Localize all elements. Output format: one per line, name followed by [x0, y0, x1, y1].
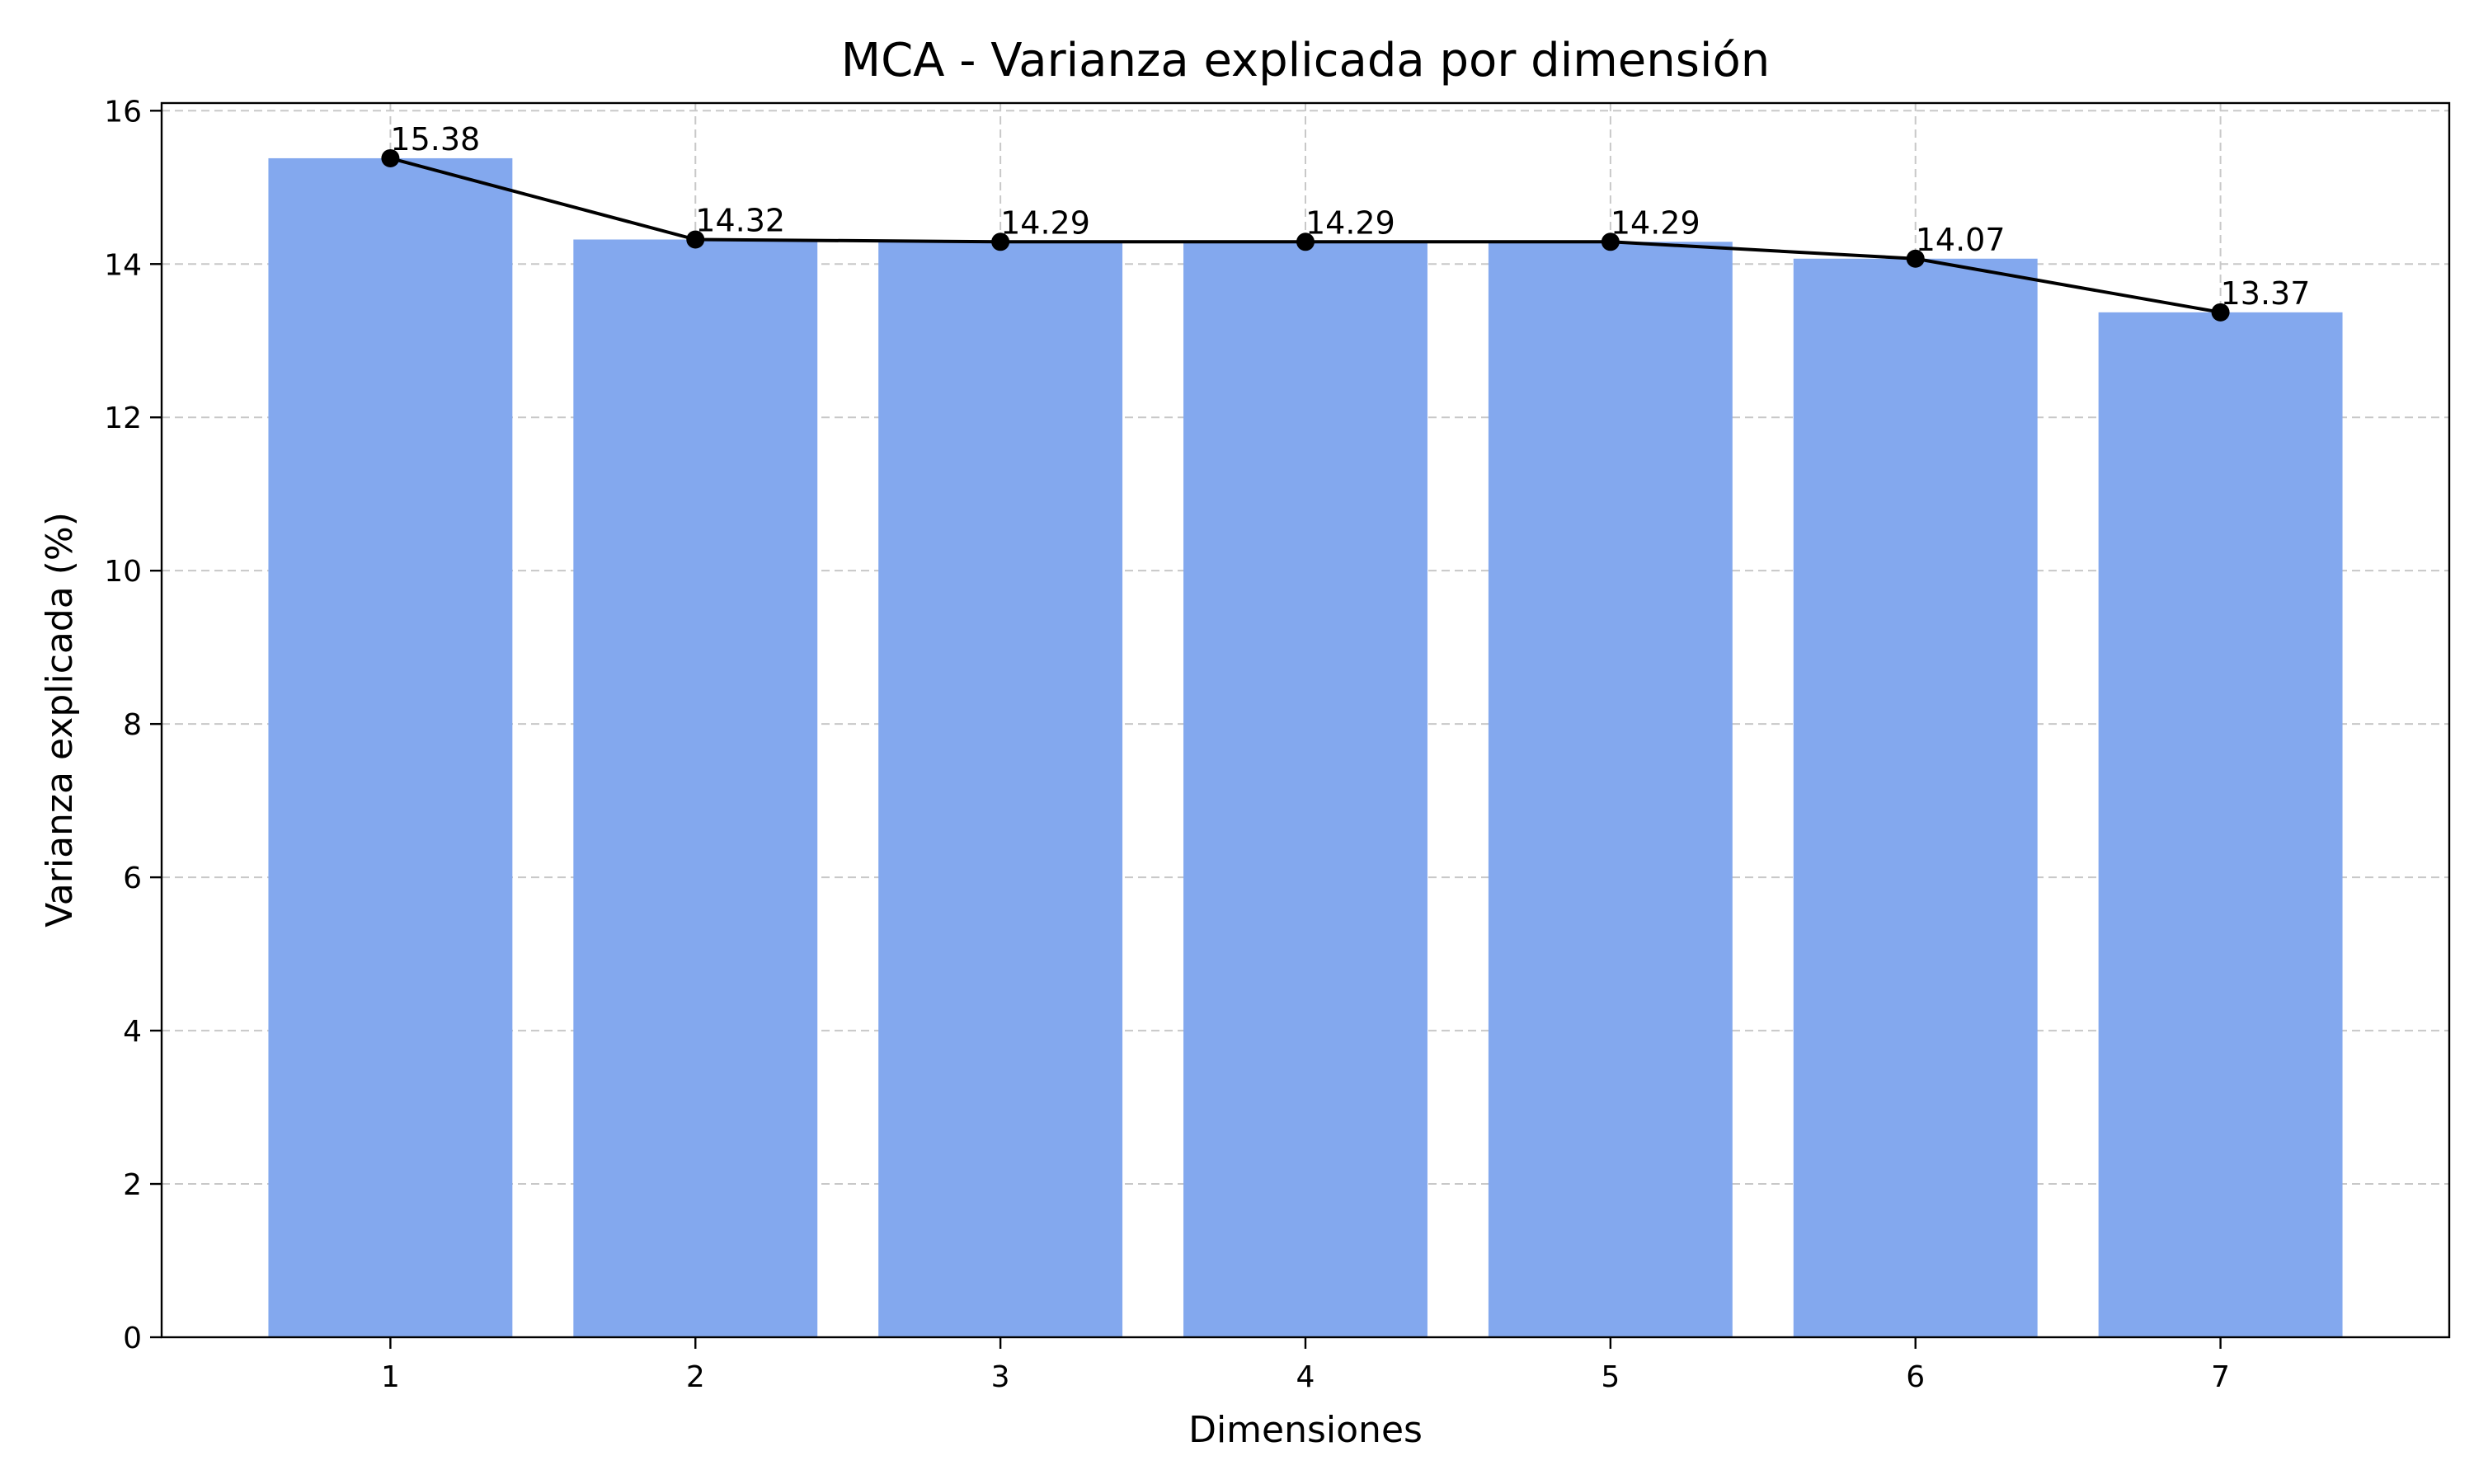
bars [268, 157, 2343, 1338]
y-tick-label: 4 [123, 1015, 142, 1049]
chart-title: MCA - Varianza explicada por dimensión [841, 34, 1770, 87]
y-tick-label: 16 [104, 95, 142, 129]
data-label: 14.32 [695, 203, 785, 239]
x-axis-label: Dimensiones [1188, 1409, 1423, 1451]
x-tick-label: 3 [991, 1360, 1010, 1394]
x-tick-label: 2 [686, 1360, 705, 1394]
data-label: 14.29 [1305, 204, 1395, 241]
bar [2098, 312, 2343, 1338]
y-tick-label: 2 [123, 1168, 142, 1202]
y-tick-label: 14 [104, 248, 142, 282]
line-point [381, 148, 400, 167]
data-labels: 15.38 14.32 14.29 14.29 14.29 14.07 13.37 [390, 121, 2310, 312]
line-point [2211, 303, 2230, 322]
data-label: 14.29 [1000, 204, 1090, 241]
bar [878, 242, 1123, 1337]
x-tick-label: 1 [381, 1360, 400, 1394]
data-label: 15.38 [390, 121, 480, 157]
bar [268, 157, 513, 1338]
data-label: 13.37 [2221, 275, 2311, 312]
bar [1488, 242, 1733, 1337]
bar [1183, 242, 1427, 1337]
y-axis-label: Varianza explicada (%) [39, 512, 81, 928]
bar [573, 239, 818, 1337]
line-point [1601, 232, 1620, 251]
line-point [1296, 232, 1315, 251]
line-point [991, 232, 1010, 251]
y-tick-label: 8 [123, 708, 142, 742]
line-point [686, 230, 705, 249]
y-axis-ticks: 0 2 4 6 8 10 12 14 16 [104, 95, 162, 1355]
data-label: 14.29 [1611, 204, 1700, 241]
line-overlay [381, 148, 2230, 322]
y-tick-label: 0 [123, 1322, 142, 1355]
x-tick-label: 7 [2211, 1360, 2230, 1394]
x-tick-label: 4 [1296, 1360, 1315, 1394]
data-label: 14.07 [1916, 222, 2006, 258]
line-point [1906, 249, 1925, 268]
y-tick-label: 6 [123, 862, 142, 895]
x-axis-ticks: 1 2 3 4 5 6 7 [381, 1337, 2230, 1394]
y-tick-label: 10 [104, 555, 142, 589]
bar [1793, 258, 2038, 1337]
x-tick-label: 5 [1601, 1360, 1620, 1394]
y-tick-label: 12 [104, 402, 142, 435]
x-tick-label: 6 [1906, 1360, 1925, 1394]
